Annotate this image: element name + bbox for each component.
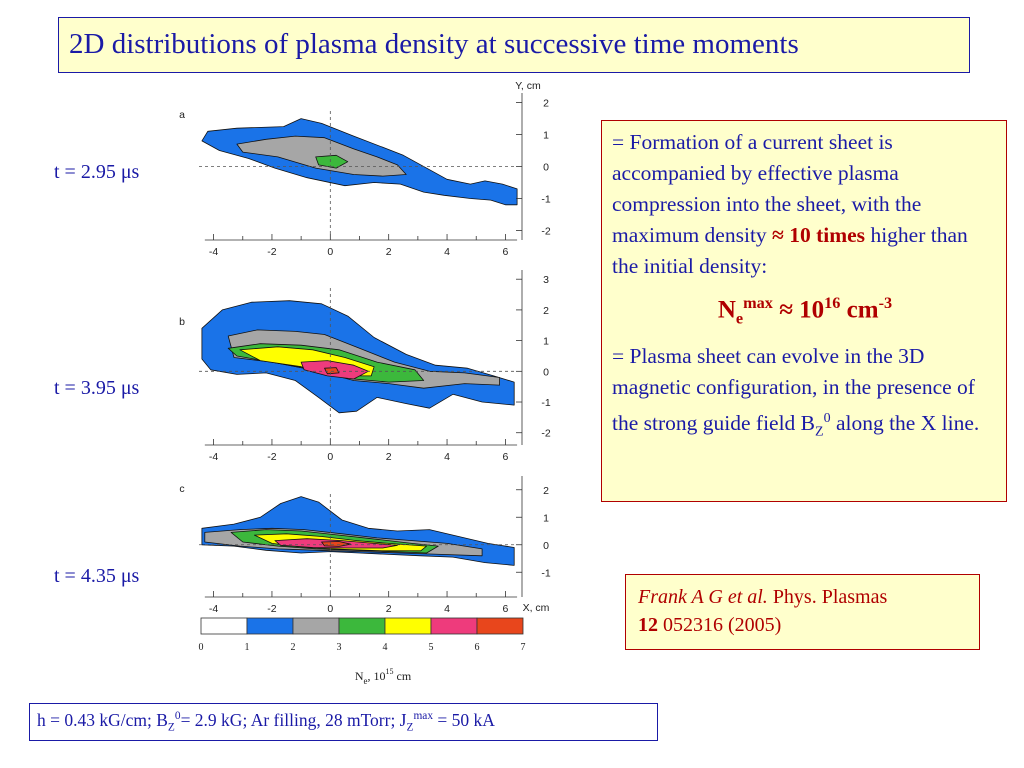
colorbar-swatch-0 (200, 617, 248, 635)
params-text-g: = 50 kA (433, 710, 495, 730)
density-plots: -4 -2 0 2 4 6 2 1 0 -1 -2 a Y, cm -4 -2 0 2 4 6 3 2 1 0 -1 -2 b -4… (179, 80, 551, 686)
formula-unit: cm (840, 296, 879, 324)
x-tick-label-a: 0 (327, 246, 333, 258)
formula-base: N (717, 296, 736, 324)
page-title: 2D distributions of plasma density at su… (69, 28, 799, 60)
info-p2-sup: 0 (823, 411, 831, 427)
x-tick-label-a: 2 (386, 246, 392, 258)
y-tick-label-c: 2 (543, 485, 549, 497)
info-paragraph-2: = Plasma sheet can evolve in the 3D magn… (612, 341, 998, 447)
formula-unit-exp: -3 (878, 294, 893, 312)
x-tick-label-b: -4 (209, 451, 218, 463)
reference-box: Frank A G et al. Phys. Plasmas 12 052316… (625, 574, 980, 650)
y-axis-label: Y, cm (515, 80, 541, 92)
colorbar-tick-label: 7 (521, 642, 526, 653)
y-tick-label-b: 3 (543, 274, 549, 286)
y-tick-label-b: -2 (541, 428, 550, 440)
formula-exp: 16 (824, 294, 841, 312)
time-label-c: t = 4.35 μs (54, 565, 140, 587)
formula-mid: ≈ 10 (772, 296, 825, 324)
x-tick-label-a: -2 (267, 246, 276, 258)
info-paragraph-1: = Formation of a current sheet is accomp… (612, 127, 998, 282)
colorbar-tick-label: 3 (337, 642, 342, 653)
colorbar-tick-label: 6 (475, 642, 480, 653)
params-sup-f: max (413, 710, 434, 723)
y-tick-label-a: 2 (543, 98, 549, 110)
info-p1-highlight: ≈ 10 times (772, 223, 866, 247)
x-tick-label-c: -4 (209, 603, 218, 615)
x-tick-label-b: 6 (502, 451, 508, 463)
x-tick-label-c: 2 (386, 603, 392, 615)
colorbar-swatch-4 (384, 617, 432, 635)
reference-rest: 052316 (2005) (658, 614, 782, 636)
contour-level-3-panel-a (315, 154, 349, 169)
colorbar-swatch-6 (476, 617, 524, 635)
formula-sub: e (735, 309, 744, 328)
contour-level-6-panel-b (324, 367, 340, 375)
info-p2-text: = Plasma sheet can evolve in the 3D magn… (612, 344, 975, 436)
x-tick-label-c: 0 (327, 603, 333, 615)
colorbar-tick-label: 0 (199, 642, 204, 653)
reference-volume: 12 (638, 614, 658, 636)
x-tick-label-c: 4 (444, 603, 450, 615)
colorbar-tick-label: 2 (291, 642, 296, 653)
panel-letter-b: b (179, 316, 185, 328)
time-label-b: t = 3.95 μs (54, 377, 140, 399)
info-box: = Formation of a current sheet is accomp… (601, 120, 1007, 502)
y-tick-label-b: 2 (543, 305, 549, 317)
colorbar-swatch-1 (246, 617, 294, 635)
density-formula: Nemax ≈ 1016 cm-3 (612, 288, 998, 333)
x-tick-label-c: -2 (267, 603, 276, 615)
y-tick-label-a: 0 (543, 162, 549, 174)
colorbar-tick-label: 4 (383, 642, 388, 653)
y-tick-label-b: 0 (543, 366, 549, 378)
reference-authors: Frank A G et al. (638, 586, 768, 608)
x-tick-label-a: 6 (502, 246, 508, 258)
colorbar-swatch-2 (292, 617, 340, 635)
y-tick-label-a: -2 (541, 225, 550, 237)
y-tick-label-c: 0 (543, 540, 549, 552)
panel-letter-a: a (179, 109, 185, 121)
params-text-a: h = 0.43 kG/cm; B (37, 710, 168, 730)
colorbar-swatch-5 (430, 617, 478, 635)
x-tick-label-a: 4 (444, 246, 450, 258)
x-axis-label: X, cm (523, 602, 550, 614)
info-p2-suffix: along the X line. (830, 411, 980, 436)
y-tick-label-b: -1 (541, 397, 550, 409)
y-tick-label-b: 1 (543, 336, 549, 348)
x-tick-label-b: 2 (386, 451, 392, 463)
y-tick-label-c: 1 (543, 512, 549, 524)
x-tick-label-a: -4 (209, 246, 218, 258)
params-sub-e: Z (406, 721, 414, 734)
x-tick-label-b: 4 (444, 451, 450, 463)
reference-journal: Phys. Plasmas (767, 586, 888, 608)
y-tick-label-a: 1 (543, 130, 549, 142)
colorbar-swatch-3 (338, 617, 386, 635)
params-sup-c: 0 (174, 710, 181, 723)
time-label-a: t = 2.95 μs (54, 161, 140, 183)
y-tick-label-a: -1 (541, 193, 550, 205)
formula-sup: max (743, 294, 773, 312)
y-tick-label-c: -1 (541, 567, 550, 579)
colorbar-label: Ne, 1015 cm (355, 667, 412, 686)
parameters-box: h = 0.43 kG/cm; BZ0= 2.9 kG; Ar filling,… (29, 703, 658, 741)
x-tick-label-b: -2 (267, 451, 276, 463)
params-text-d: = 2.9 kG; Ar filling, 28 mTorr; J (180, 710, 407, 730)
info-p2-sub: Z (815, 424, 824, 440)
info-p1-text: = Formation of a current sheet is accomp… (612, 130, 922, 247)
info-p1-suffix: higher than the initial density: (612, 223, 968, 278)
colorbar-tick-label: 5 (429, 642, 434, 653)
params-sub-b: Z (167, 721, 175, 734)
title-box: 2D distributions of plasma density at su… (58, 17, 970, 73)
colorbar-tick-label: 1 (245, 642, 250, 653)
x-tick-label-c: 6 (502, 603, 508, 615)
panel-letter-c: c (179, 483, 184, 495)
x-tick-label-b: 0 (327, 451, 333, 463)
contour-level-6-panel-c (321, 541, 352, 547)
